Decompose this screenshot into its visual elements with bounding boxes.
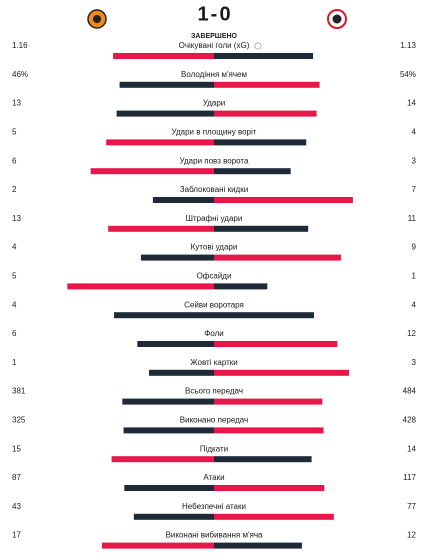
home-value: 325: [12, 416, 26, 425]
stat-label: Жовті картки: [190, 358, 238, 367]
home-bar: [67, 283, 214, 290]
away-value: 77: [407, 502, 416, 511]
away-bar: [214, 398, 323, 405]
home-bar: [116, 110, 214, 117]
score-separator: -: [211, 3, 218, 25]
home-value: 381: [12, 387, 26, 396]
away-bar: [214, 369, 349, 376]
home-value: 6: [12, 329, 17, 338]
home-bar: [152, 197, 214, 203]
away-value: 11: [408, 214, 417, 223]
home-bar: [123, 427, 214, 434]
away-value: 14: [407, 99, 416, 108]
stat-label: Сейви воротаря: [184, 300, 244, 309]
stat-label: Очікувані голи (xG): [179, 41, 250, 50]
home-value: 87: [12, 473, 21, 482]
stat-label: Офсайди: [197, 272, 232, 281]
home-value: 1.16: [12, 41, 28, 50]
home-logo: [87, 9, 107, 29]
away-bar: [214, 513, 334, 520]
away-bar: [214, 312, 314, 319]
away-value: 12: [407, 329, 416, 338]
home-bar: [113, 53, 214, 59]
away-bar: [214, 110, 317, 117]
away-bar: [214, 168, 291, 175]
home-value: 5: [12, 128, 17, 137]
home-bar: [122, 398, 214, 405]
away-bar: [214, 542, 302, 549]
match-status: ЗАВЕРШЕНО: [191, 33, 238, 40]
away-value: 3: [412, 156, 417, 165]
away-value: 117: [403, 473, 416, 482]
away-bar: [214, 456, 312, 463]
info-icon: [254, 42, 262, 50]
away-value: 7: [412, 185, 417, 194]
home-bar: [101, 542, 214, 549]
away-value: 12: [407, 531, 416, 540]
stat-label: Кутові удари: [191, 243, 238, 252]
stat-label: Виконані вибивання м'яча: [166, 531, 263, 540]
home-bar: [111, 456, 214, 463]
away-bar: [214, 81, 320, 88]
stat-label: Небезпечні атаки: [182, 502, 246, 511]
stat-label: Володіння м'ячем: [181, 70, 247, 79]
away-bar: [214, 254, 341, 261]
away-bar: [214, 139, 307, 146]
home-value: 4: [12, 243, 17, 252]
home-value: 4: [12, 300, 17, 309]
stat-label: Атаки: [203, 473, 224, 482]
away-value: 1: [412, 272, 417, 281]
away-value: 14: [407, 444, 416, 453]
stat-label: Виконано передач: [180, 416, 248, 425]
away-bar: [214, 341, 338, 347]
home-bar: [149, 369, 214, 376]
home-bar: [119, 81, 214, 88]
home-bar: [133, 513, 214, 520]
away-bar: [214, 197, 353, 203]
home-value: 6: [12, 156, 17, 165]
home-bar: [108, 225, 214, 232]
away-bar: [214, 485, 325, 491]
home-bar: [124, 485, 214, 491]
home-bar: [140, 254, 214, 261]
home-value: 5: [12, 272, 17, 281]
away-value: 4: [412, 300, 417, 309]
away-value: 9: [412, 243, 417, 252]
home-bar: [114, 312, 214, 319]
home-score: 1: [197, 3, 208, 25]
home-value: 2: [12, 185, 17, 194]
home-bar: [106, 139, 214, 146]
away-bar: [214, 53, 314, 59]
away-value: 1.13: [400, 41, 416, 50]
away-bar: [214, 225, 309, 232]
away-value: 54%: [400, 70, 416, 79]
stat-label: Фоли: [204, 329, 224, 338]
away-bar: [214, 283, 268, 290]
stat-label: Удари повз ворота: [180, 156, 249, 165]
stat-label: Удари в площину воріт: [172, 128, 257, 137]
home-value: 1: [12, 358, 17, 367]
home-value: 46%: [12, 70, 28, 79]
stat-label: Заблоковані кидки: [180, 185, 248, 194]
home-value: 13: [12, 99, 21, 108]
stat-label: Підкати: [200, 444, 228, 453]
home-bar: [137, 341, 214, 347]
stat-label: Всього передач: [185, 387, 243, 396]
away-value: 428: [403, 416, 417, 425]
away-value: 484: [403, 387, 417, 396]
home-value: 17: [12, 531, 21, 540]
away-score: 0: [219, 3, 230, 25]
home-bar: [90, 168, 214, 175]
home-value: 43: [12, 502, 21, 511]
stat-label: Штрафні удари: [186, 214, 243, 223]
home-value: 15: [12, 444, 21, 453]
home-value: 13: [12, 214, 21, 223]
away-value: 4: [412, 128, 417, 137]
away-value: 3: [412, 358, 417, 367]
stat-label: Удари: [203, 99, 226, 108]
away-logo: [327, 9, 347, 29]
away-bar: [214, 427, 324, 434]
